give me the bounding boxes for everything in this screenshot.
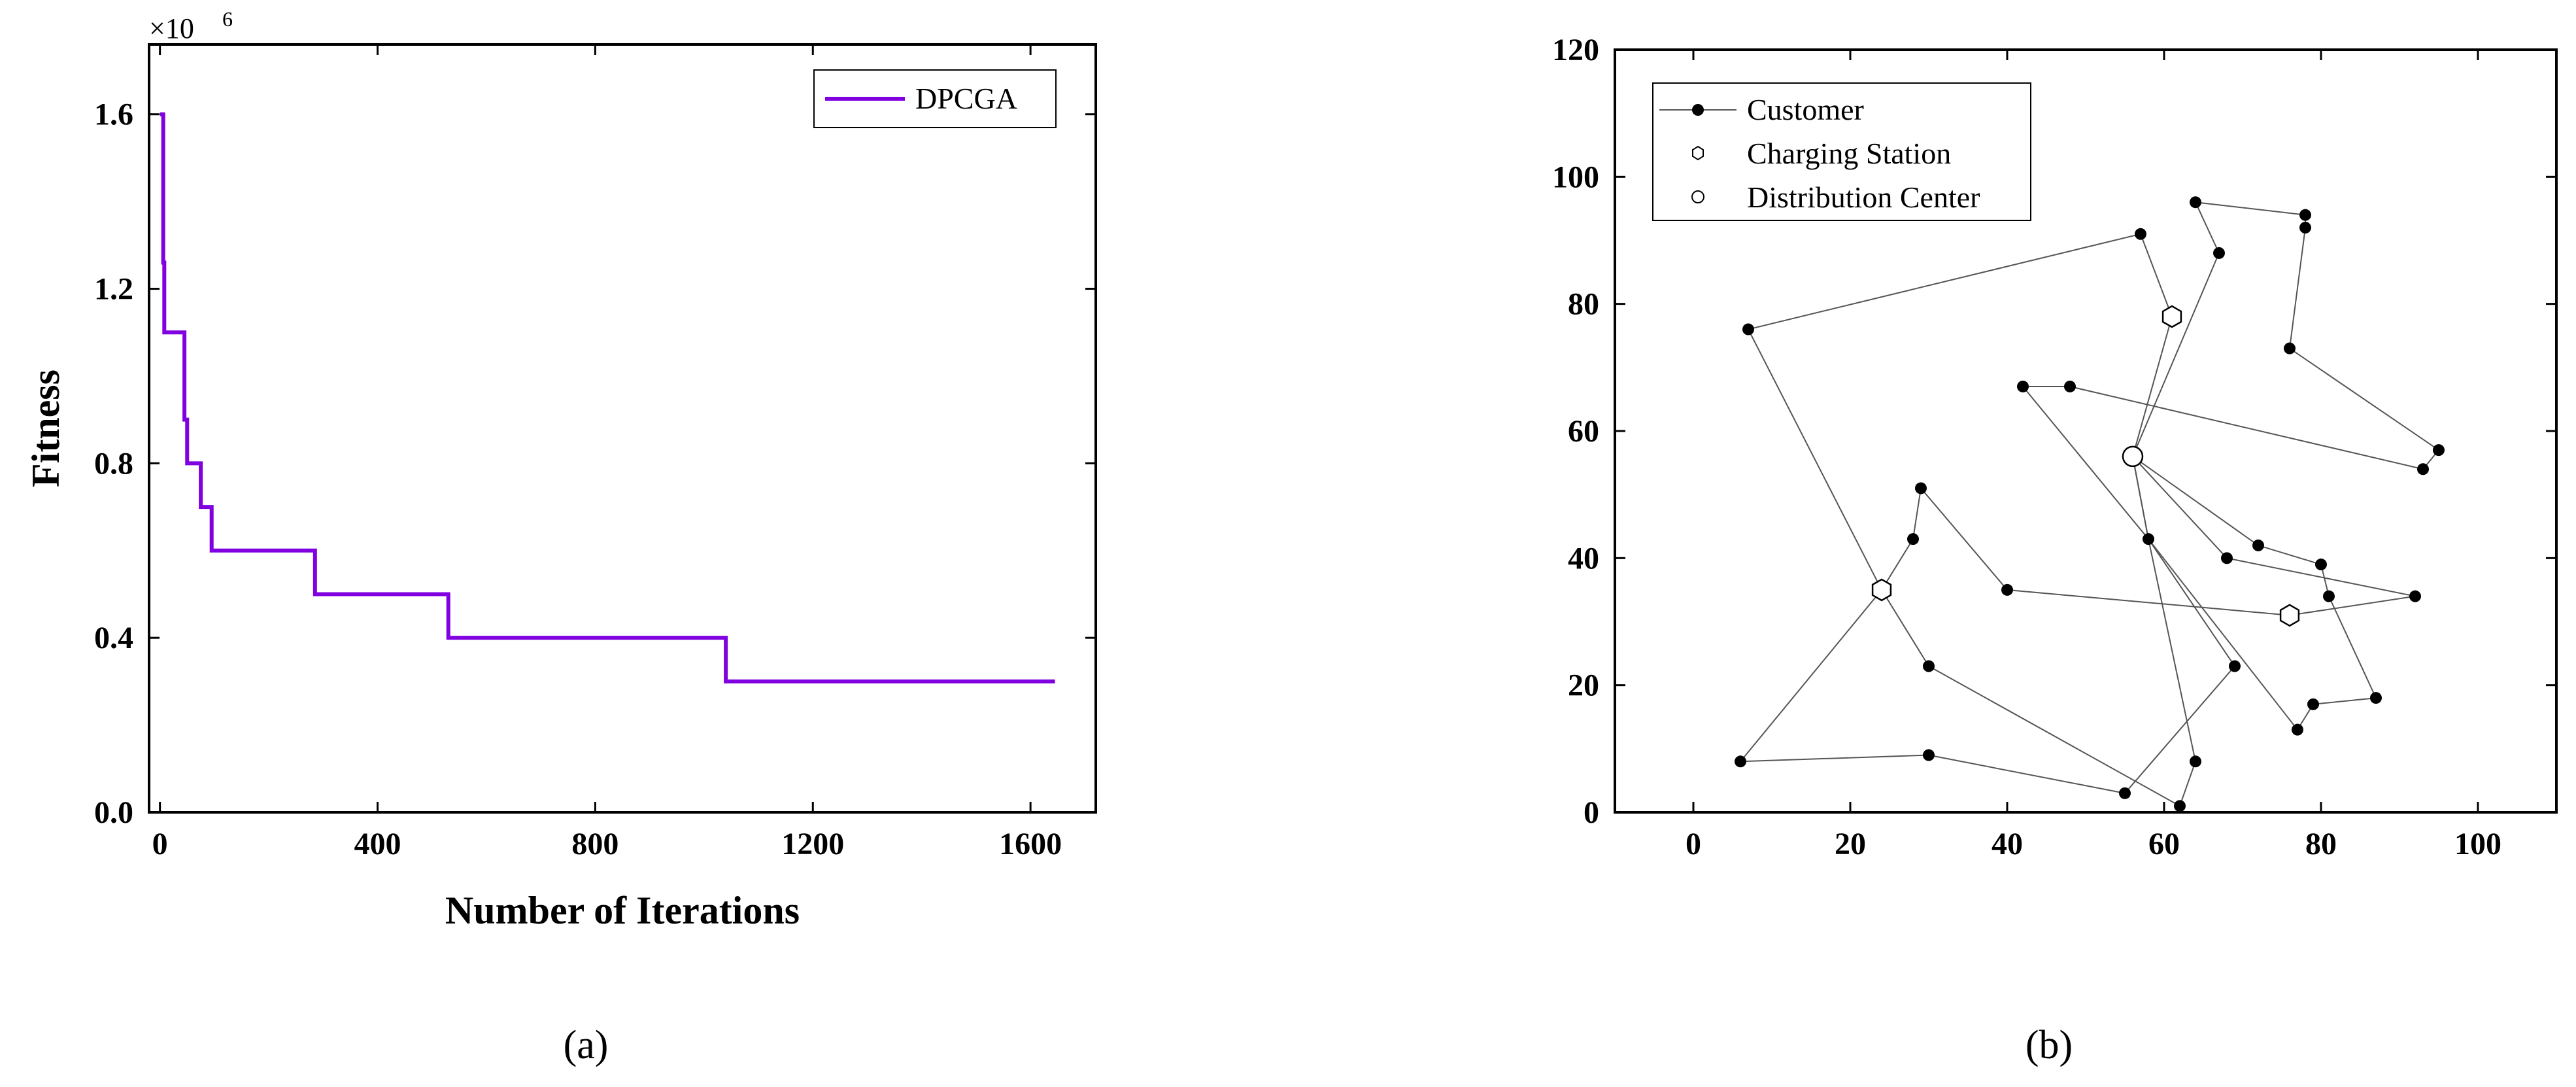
x-tick-label-a: 0 — [152, 827, 168, 861]
legend-label-dpcga: DPCGA — [915, 82, 1017, 115]
route-line-2 — [1738, 233, 2236, 794]
y-multiplier-exponent: 6 — [222, 7, 233, 31]
y-tick-label-b: 120 — [1552, 33, 1599, 67]
y-tick-label-b: 40 — [1568, 541, 1599, 576]
customer-point — [2064, 380, 2076, 392]
customer-point — [2299, 209, 2311, 221]
customer-point — [2417, 463, 2429, 475]
y-tick-label-a: 0.4 — [94, 621, 133, 655]
x-ticks-a: 0 400 800 1200 1600 — [152, 44, 1062, 861]
x-axis-label-a: Number of Iterations — [445, 889, 800, 932]
customer-point — [1735, 755, 1746, 768]
customer-point — [2307, 698, 2319, 710]
customer-point — [2017, 380, 2029, 392]
charging-station-marker — [1871, 578, 1892, 602]
y-tick-label-a: 0.8 — [94, 446, 133, 481]
legend-swatch-customer-dot — [1692, 104, 1704, 116]
y-tick-label-b: 80 — [1568, 287, 1599, 322]
customer-point — [2174, 800, 2186, 812]
panel-label-b: (b) — [2025, 1023, 2073, 1067]
fitness-chart: 0.0 0.4 0.8 1.2 1.6 0 400 800 1200 1600 ×10 6 Fi… — [24, 7, 1097, 1067]
y-ticks-b: 0 20 40 60 80 100 120 — [1552, 33, 2556, 830]
y-tick-label-a: 0.0 — [94, 795, 133, 830]
customer-point — [2143, 533, 2154, 545]
customer-point — [2119, 787, 2131, 799]
charging-stations — [1871, 305, 2300, 627]
x-tick-label-b: 40 — [1991, 827, 2023, 861]
x-tick-label-b: 0 — [1686, 827, 1701, 861]
legend-label-charging-station: Charging Station — [1747, 137, 1951, 170]
customer-point — [2229, 660, 2241, 672]
x-tick-label-a: 800 — [571, 827, 619, 861]
panel-label-a: (a) — [564, 1023, 609, 1067]
y-tick-label-a: 1.2 — [94, 272, 133, 307]
routes — [1738, 201, 2440, 807]
legend-swatch-charging-station — [1692, 145, 1704, 161]
y-tick-label-a: 1.6 — [94, 97, 133, 132]
plot-frame-a — [148, 43, 1097, 814]
customer-point — [2292, 723, 2303, 736]
customer-point — [2284, 342, 2296, 354]
customer-point — [2315, 559, 2327, 571]
legend-a: DPCGA — [813, 69, 1057, 128]
x-tick-label-b: 100 — [2454, 827, 2501, 861]
series-line-dpcga — [160, 112, 1055, 683]
x-tick-label-a: 1200 — [781, 827, 844, 861]
customer-point — [2252, 539, 2264, 551]
legend-label-customer: Customer — [1747, 93, 1864, 126]
customer-point — [2221, 552, 2233, 564]
y-tick-label-b: 100 — [1552, 160, 1599, 194]
y-ticks-a: 0.0 0.4 0.8 1.2 1.6 — [94, 97, 1096, 830]
customer-point — [2190, 196, 2201, 209]
customer-point — [2190, 755, 2201, 768]
customer-point — [2323, 590, 2335, 602]
route-line-1 — [2021, 201, 2440, 731]
customer-point — [2409, 590, 2421, 602]
route-line-3 — [1880, 456, 2416, 807]
customer-point — [1923, 660, 1935, 672]
distribution-center — [2122, 445, 2144, 468]
customer-point — [1742, 323, 1754, 336]
y-multiplier-label: ×10 — [149, 12, 194, 44]
legend-swatch-distribution-center — [1691, 190, 1704, 203]
y-tick-label-b: 0 — [1584, 795, 1599, 830]
charging-station-marker — [2161, 305, 2182, 328]
legend-box-b — [1652, 82, 2031, 221]
y-axis-label-a: Fitness — [24, 370, 67, 487]
customer-point — [2370, 692, 2382, 704]
customer-point — [1915, 482, 1927, 494]
customer-point — [1923, 749, 1935, 761]
y-tick-label-b: 60 — [1568, 414, 1599, 449]
customer-point — [2213, 247, 2225, 259]
customer-point — [2135, 228, 2146, 240]
x-tick-label-b: 80 — [2305, 827, 2337, 861]
charging-station-marker — [2279, 604, 2300, 627]
x-ticks-b: 0 20 40 60 80 100 — [1686, 50, 2501, 861]
legend-label-distribution-center: Distribution Center — [1747, 181, 1980, 214]
distribution-center-marker — [2122, 445, 2144, 468]
customers — [1735, 196, 2445, 812]
customer-point — [2001, 583, 2013, 596]
customer-point — [2433, 444, 2445, 457]
x-tick-label-b: 20 — [1835, 827, 1866, 861]
y-tick-label-b: 20 — [1568, 668, 1599, 703]
x-tick-label-b: 60 — [2148, 827, 2180, 861]
x-tick-label-a: 1600 — [999, 827, 1062, 861]
customer-point — [2299, 222, 2311, 234]
route-map-chart: 0 20 40 60 80 100 120 0 20 40 60 80 100 Customer Ch… — [1552, 33, 2558, 1067]
customer-point — [1907, 533, 1919, 545]
x-tick-label-a: 400 — [354, 827, 401, 861]
legend-b: Customer Charging Station Distribution C… — [1652, 82, 2031, 221]
